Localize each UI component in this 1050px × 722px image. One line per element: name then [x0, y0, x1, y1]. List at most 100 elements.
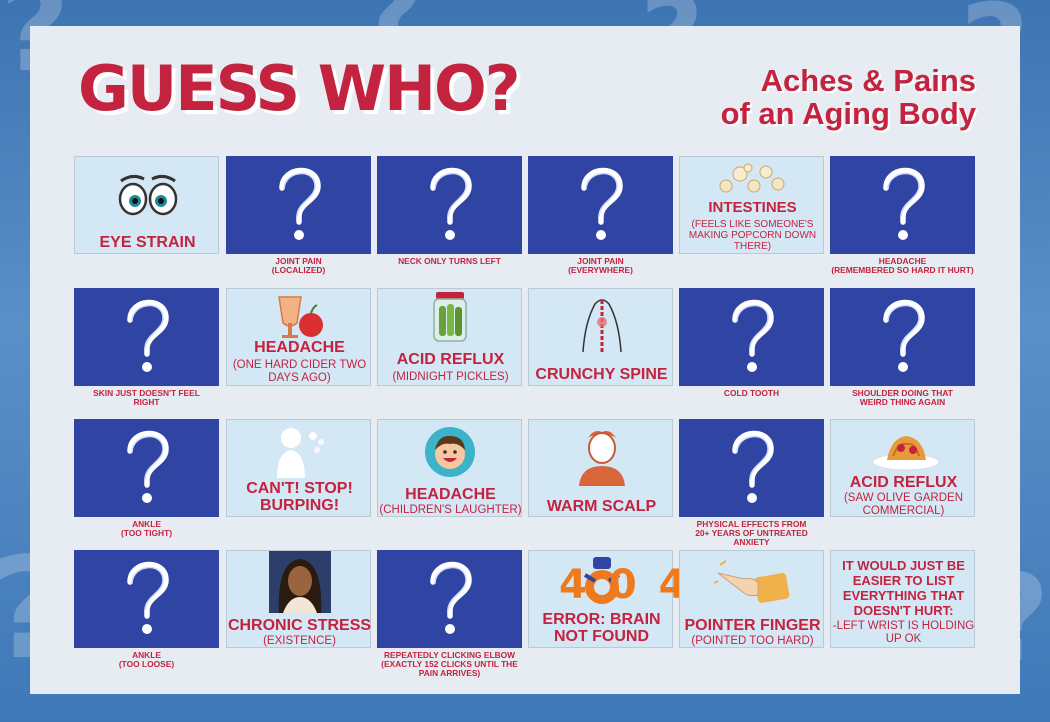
character-card[interactable]: 404 ERROR: BRAIN NOT FOUND — [528, 550, 709, 648]
card-back[interactable] — [830, 156, 975, 254]
page-title: GUESS WHO? — [78, 52, 521, 125]
card-title: CHRONIC STRESS — [227, 617, 372, 634]
caption-line: WEIRD THING AGAIN — [859, 397, 946, 407]
caption-line: PHYSICAL EFFECTS FROM — [696, 519, 807, 529]
card-subtitle: (FEELS LIKE SOMEONE'S MAKING POPCORN DOW… — [688, 219, 817, 252]
card-title: ERROR: BRAIN NOT FOUND — [542, 611, 661, 645]
character-card[interactable]: POINTER FINGER (POINTED TOO HARD) — [679, 550, 824, 648]
card-caption: HEADACHE (REMEMBERED SO HARD IT HURT) — [830, 257, 975, 275]
character-card[interactable]: WARM SCALP — [528, 419, 673, 517]
pointing-finger-icon — [713, 557, 792, 614]
caption-line: RIGHT — [133, 397, 160, 407]
caption-line: REPEATEDLY CLICKING ELBOW — [383, 650, 516, 660]
card-subtitle: (POINTED TOO HARD) — [691, 635, 814, 647]
caption-line: JOINT PAIN — [275, 256, 322, 266]
card-title: ACID REFLUX — [849, 474, 958, 491]
stressed-woman-icon — [269, 551, 331, 618]
404-text: 404 — [559, 562, 709, 608]
caption-line: NECK ONLY TURNS LEFT — [398, 256, 501, 266]
character-card[interactable]: HEADACHE (CHILDREN'S LAUGHTER) — [377, 419, 522, 517]
card-caption: ANKLE (TOO TIGHT) — [74, 520, 219, 538]
caption-line: HEADACHE — [878, 256, 927, 266]
card-back[interactable] — [226, 156, 371, 254]
cartoon-eyes-icon — [117, 173, 179, 222]
card-title: POINTER FINGER — [684, 617, 821, 634]
subtitle-line: Aches & Pains — [760, 63, 976, 98]
question-mark-icon — [74, 419, 219, 517]
caption-line: (EXACTLY 152 CLICKS UNTIL THE PAIN ARRIV… — [381, 659, 518, 678]
character-card[interactable]: CAN'T! STOP! BURPING! — [226, 419, 371, 517]
page-subtitle: Aches & Pains of an Aging Body — [656, 64, 976, 130]
question-mark-icon — [74, 288, 219, 386]
404-icon: 404 — [549, 555, 709, 620]
card-back[interactable] — [830, 288, 975, 386]
question-mark-icon — [830, 156, 975, 254]
card-back[interactable] — [377, 156, 522, 254]
card-back[interactable] — [74, 550, 219, 648]
card-back[interactable] — [679, 288, 824, 386]
card-caption: ANKLE (TOO LOOSE) — [74, 651, 219, 669]
character-card[interactable]: ACID REFLUX (SAW OLIVE GARDEN COMMERCIAL) — [830, 419, 975, 517]
question-mark-icon — [679, 288, 824, 386]
person-head-icon — [575, 426, 629, 491]
character-card[interactable]: HEADACHE (ONE HARD CIDER TWO DAYS AGO) — [226, 288, 371, 386]
card-caption: NECK ONLY TURNS LEFT — [377, 257, 522, 266]
caption-line: ANKLE — [132, 519, 161, 529]
card-title: IT WOULD JUST BE EASIER TO LIST EVERYTHI… — [842, 558, 965, 618]
card-caption: SHOULDER DOING THAT WEIRD THING AGAIN — [830, 389, 975, 407]
caption-line: (EVERYWHERE) — [568, 265, 633, 275]
question-mark-icon — [74, 550, 219, 648]
caption-line: (TOO LOOSE) — [118, 659, 175, 669]
card-title: HEADACHE — [405, 486, 496, 503]
card-caption: JOINT PAIN (EVERYWHERE) — [528, 257, 673, 275]
spine-icon — [573, 292, 631, 363]
card-back[interactable] — [377, 550, 522, 648]
card-subtitle: (MIDNIGHT PICKLES) — [392, 371, 509, 383]
caption-line: (REMEMBERED SO HARD IT HURT) — [831, 265, 974, 275]
laughing-child-icon — [424, 426, 476, 483]
card-title: WARM SCALP — [546, 498, 657, 515]
card-title: HEADACHE — [254, 339, 345, 356]
card-back[interactable] — [528, 156, 673, 254]
question-mark-icon — [830, 288, 975, 386]
card-back[interactable] — [74, 288, 219, 386]
character-card[interactable]: EYE STRAIN — [74, 156, 219, 254]
card-subtitle: (ONE HARD CIDER TWO DAYS AGO) — [232, 359, 367, 384]
question-mark-icon — [226, 156, 371, 254]
card-back[interactable] — [679, 419, 824, 517]
card-caption: REPEATEDLY CLICKING ELBOW (EXACTLY 152 CL… — [377, 651, 522, 678]
card-caption: JOINT PAIN (LOCALIZED) — [226, 257, 371, 275]
character-card[interactable]: CHRONIC STRESS (EXISTENCE) — [226, 550, 371, 648]
caption-line: ANKLE — [132, 650, 161, 660]
caption-line: 20+ YEARS OF UNTREATED ANXIETY — [695, 528, 808, 547]
burping-person-icon — [273, 426, 329, 483]
card-title: CAN'T! STOP! BURPING! — [246, 480, 353, 514]
card-subtitle: (SAW OLIVE GARDEN COMMERCIAL) — [843, 492, 964, 517]
card-title: ACID REFLUX — [396, 351, 505, 368]
card-back[interactable] — [74, 419, 219, 517]
card-title: EYE STRAIN — [99, 234, 196, 251]
pickle-jar-icon — [432, 292, 468, 347]
card-subtitle: (CHILDREN'S LAUGHTER) — [379, 504, 522, 516]
spaghetti-icon — [871, 422, 941, 477]
caption-line: (TOO TIGHT) — [120, 528, 173, 538]
character-card[interactable]: IT WOULD JUST BE EASIER TO LIST EVERYTHI… — [830, 550, 975, 648]
card-subtitle: -LEFT WRIST IS HOLDING UP OK — [832, 620, 975, 645]
card-subtitle: (EXISTENCE) — [263, 635, 336, 647]
character-card[interactable]: INTESTINES (FEELS LIKE SOMEONE'S MAKING P… — [679, 156, 824, 254]
caption-line: (LOCALIZED) — [271, 265, 326, 275]
card-caption: COLD TOOTH — [679, 389, 824, 398]
card-title: INTESTINES — [708, 199, 797, 216]
question-mark-icon — [377, 550, 522, 648]
card-caption: PHYSICAL EFFECTS FROM 20+ YEARS OF UNTREA… — [679, 520, 824, 547]
card-caption: SKIN JUST DOESN'T FEEL RIGHT — [74, 389, 219, 407]
caption-line: SKIN JUST DOESN'T FEEL — [93, 388, 200, 398]
character-card[interactable]: ACID REFLUX (MIDNIGHT PICKLES) — [377, 288, 522, 386]
caption-line: SHOULDER DOING THAT — [852, 388, 953, 398]
caption-line: COLD TOOTH — [723, 388, 780, 398]
caption-line: JOINT PAIN — [577, 256, 624, 266]
question-mark-icon — [377, 156, 522, 254]
subtitle-line: of an Aging Body — [720, 96, 976, 131]
character-card[interactable]: CRUNCHY SPINE — [528, 288, 673, 386]
question-mark-icon — [679, 419, 824, 517]
